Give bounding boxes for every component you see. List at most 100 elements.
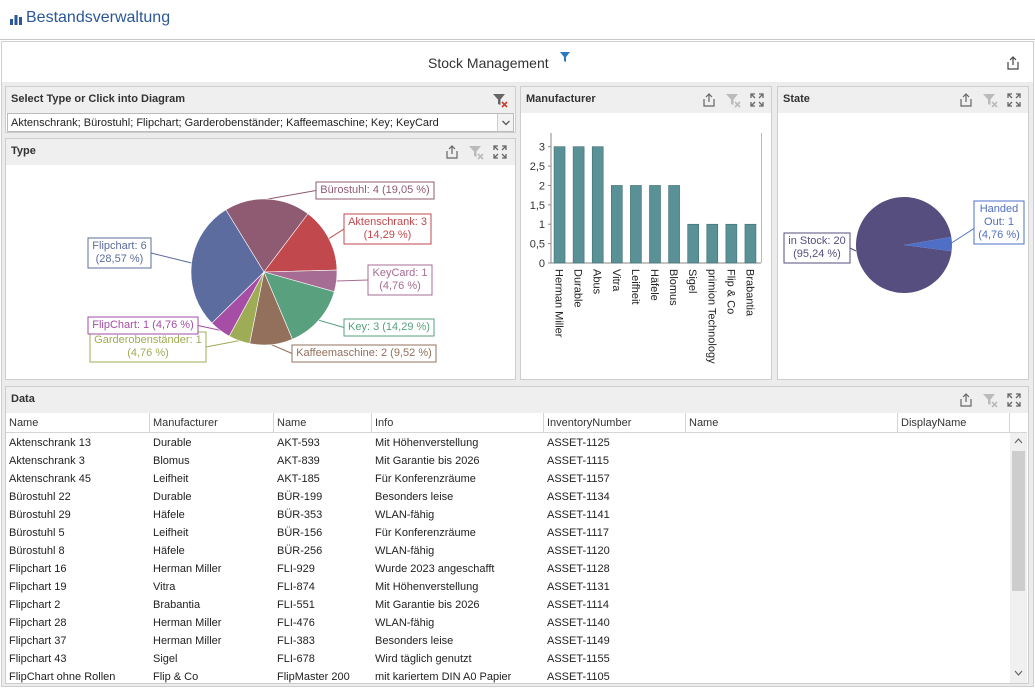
table-cell: BÜR-353 [277, 509, 323, 521]
export-icon[interactable] [1005, 55, 1021, 71]
pie-label-text: Aktenschrank: 3 [348, 216, 427, 228]
pie-label-connector [318, 319, 345, 328]
column-header-manufacturer[interactable]: Manufacturer [150, 413, 274, 433]
y-tick-label: 1,5 [530, 200, 545, 212]
clear-filter-icon[interactable] [982, 392, 998, 408]
maximize-icon[interactable] [1006, 92, 1022, 108]
x-tick-label: Flip & Co [724, 269, 736, 314]
panel-header: Manufacturer [521, 87, 771, 113]
table-row[interactable]: Bürostuhl 5 Leifheit BÜR-156 Für Konferenzr… [6, 524, 1009, 542]
clear-filter-icon[interactable] [982, 92, 998, 108]
table-row[interactable]: Flipchart 19 Vitra FLI-874 Mit Höhenverstel… [6, 578, 1009, 596]
table-cell: Häfele [153, 545, 185, 557]
table-row[interactable]: Aktenschrank 3 Blomus AKT-839 Mit Garantie … [6, 452, 1009, 470]
column-header-name[interactable]: Name [6, 413, 150, 433]
column-header-name-3[interactable]: Name [686, 413, 898, 433]
table-row[interactable]: Flipchart 43 Sigel FLI-678 Wird täglich gen… [6, 650, 1009, 668]
table-cell: Leifheit [153, 473, 189, 485]
export-icon[interactable] [958, 392, 974, 408]
scroll-up-icon[interactable] [1014, 437, 1023, 445]
filter-icon[interactable] [559, 51, 571, 63]
table-cell: FLI-929 [277, 563, 315, 575]
pie-slice-in-stock[interactable] [856, 197, 952, 294]
table-cell: ASSET-1115 [547, 455, 609, 467]
table-cell: FLI-383 [277, 635, 315, 647]
table-row[interactable]: FlipChart ohne Rollen Flip & Co FlipMaster… [6, 668, 1009, 683]
pie-label-text: Bürostuhl: 4 (19,05 %) [320, 184, 429, 196]
bar-vitra[interactable] [611, 185, 623, 264]
clear-filter-icon[interactable] [492, 92, 508, 108]
table-cell: Aktenschrank 13 [9, 437, 91, 449]
pie-label: FlipChart: 1 (4,76 %) [87, 316, 199, 335]
table-cell: Blomus [153, 455, 190, 467]
table-row[interactable]: Bürostuhl 29 Häfele BÜR-353 WLAN-fähig ASSET… [6, 506, 1009, 524]
bar-flip-co[interactable] [725, 223, 738, 264]
bar-primion-technology[interactable] [706, 223, 719, 264]
pie-slice-key[interactable] [263, 271, 335, 340]
manufacturer-bar-chart[interactable]: 0 0,5 1 1,5 2 2,5 3 Herman Miller Durable Abus Vit… [521, 113, 771, 379]
pie-label: Kaffeemaschine: 2 (9,52 %) [291, 344, 437, 363]
clear-filter-icon[interactable] [725, 92, 741, 108]
table-row[interactable]: Flipchart 16 Herman Miller FLI-929 Wurde 20… [6, 560, 1009, 578]
scroll-down-icon[interactable] [1014, 669, 1023, 677]
bar-h-fele[interactable] [649, 185, 661, 264]
state-panel: State in Stock: 20 (95,24 %) Handed Out: 1(… [777, 86, 1029, 380]
table-cell: ASSET-1140 [547, 617, 610, 629]
bar-blomus[interactable] [668, 185, 680, 264]
table-cell: ASSET-1117 [547, 527, 609, 539]
manufacturer-panel: Manufacturer 0 0,5 1 1,5 2 2,5 3 Herman Miller D… [520, 86, 772, 380]
state-label-text: (4,76 %) [978, 229, 1020, 241]
column-header-inventory-number[interactable]: InventoryNumber [544, 413, 686, 433]
panel-title: Data [11, 393, 35, 405]
export-icon[interactable] [701, 92, 717, 108]
pie-slice-b-rostuhl[interactable] [225, 198, 309, 273]
pie-label-text: Key: 3 (14,29 %) [348, 321, 430, 333]
maximize-icon[interactable] [749, 92, 765, 108]
chevron-down-icon [502, 120, 510, 126]
pie-label-text: FlipChart: 1 (4,76 %) [92, 319, 193, 331]
column-header-info[interactable]: Info [372, 413, 544, 433]
table-cell: Besonders leise [375, 635, 454, 647]
table-cell: FLI-678 [277, 653, 315, 665]
table-cell: WLAN-fähig [375, 509, 435, 521]
combo-dropdown-button[interactable] [497, 114, 513, 131]
table-cell: WLAN-fähig [375, 617, 435, 629]
clear-filter-icon[interactable] [468, 144, 484, 160]
table-row[interactable]: Bürostuhl 22 Durable BÜR-199 Besonders leis… [6, 488, 1009, 506]
bar-sigel[interactable] [687, 223, 699, 264]
table-row[interactable]: Bürostuhl 8 Häfele BÜR-256 WLAN-fähig ASSET-… [6, 542, 1009, 560]
pie-slice-flipchart[interactable] [190, 209, 265, 324]
column-header-name-2[interactable]: Name [274, 413, 372, 433]
bar-durable[interactable] [572, 146, 585, 264]
table-row[interactable]: Flipchart 37 Herman Miller FLI-383 Besonder… [6, 632, 1009, 650]
bar-abus[interactable] [591, 146, 604, 264]
select-type-panel: Select Type or Click into Diagram Aktens… [5, 86, 516, 133]
state-label-frame [783, 232, 851, 264]
export-icon[interactable] [444, 144, 460, 160]
plot-border [761, 133, 762, 263]
bar-brabantia[interactable] [744, 223, 757, 264]
bar-herman-miller[interactable] [553, 146, 566, 264]
combo-value: Aktenschrank; Bürostuhl; Flipchart; Gard… [11, 117, 439, 129]
table-cell: Bürostuhl 22 [9, 491, 71, 503]
vertical-scrollbar[interactable] [1010, 433, 1027, 683]
maximize-icon[interactable] [1006, 392, 1022, 408]
pie-slice-aktenschrank[interactable] [263, 213, 338, 273]
pie-label-text: (14,29 %) [364, 229, 412, 241]
table-row[interactable]: Flipchart 28 Herman Miller FLI-476 WLAN-fäh… [6, 614, 1009, 632]
bar-leifheit[interactable] [630, 185, 642, 264]
export-icon[interactable] [958, 92, 974, 108]
type-pie-chart[interactable]: Bürostuhl: 4 (19,05 %) Aktenschrank: 3(14… [6, 165, 515, 379]
pie-label-text: Kaffeemaschine: 2 (9,52 %) [296, 347, 432, 359]
column-header-display-name[interactable]: DisplayName [898, 413, 1010, 433]
table-row[interactable]: Aktenschrank 45 Leifheit AKT-185 Für Konfer… [6, 470, 1009, 488]
table-cell: Durable [153, 491, 192, 503]
pie-slice-handed-out[interactable] [904, 236, 952, 252]
type-combo-box[interactable]: Aktenschrank; Bürostuhl; Flipchart; Gard… [7, 113, 514, 132]
table-row[interactable]: Flipchart 2 Brabantia FLI-551 Mit Garantie … [6, 596, 1009, 614]
scrollbar-thumb[interactable] [1012, 451, 1025, 591]
table-row[interactable]: Aktenschrank 13 Durable AKT-593 Mit Höhenve… [6, 434, 1009, 452]
maximize-icon[interactable] [492, 144, 508, 160]
table-cell: FLI-476 [277, 617, 315, 629]
